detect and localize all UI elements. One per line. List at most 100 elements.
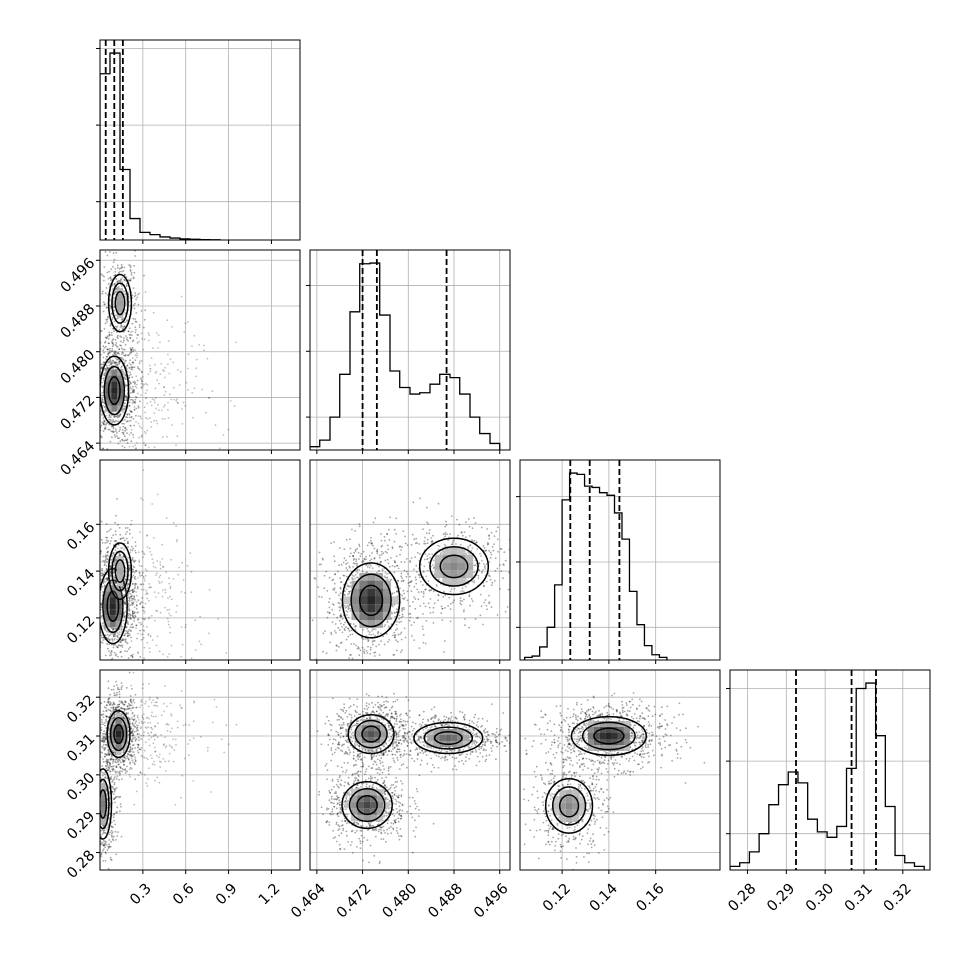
- scatter-point: [391, 612, 393, 615]
- scatter-point: [88, 603, 90, 605]
- scatter-point: [92, 651, 94, 653]
- scatter-point: [490, 531, 493, 534]
- scatter-point: [377, 631, 380, 633]
- scatter-point: [91, 633, 93, 635]
- scatter-point: [121, 266, 123, 269]
- scatter-point: [314, 578, 317, 580]
- scatter-point: [333, 582, 336, 585]
- scatter-point: [139, 360, 141, 363]
- scatter-point: [124, 602, 126, 605]
- scatter-point: [126, 582, 129, 585]
- axes-frame: [99, 459, 301, 661]
- scatter-point: [97, 568, 99, 570]
- scatter-point: [112, 426, 115, 428]
- scatter-point: [156, 560, 159, 562]
- scatter-point: [109, 528, 112, 531]
- scatter-point: [387, 641, 389, 643]
- scatter-point: [114, 361, 117, 364]
- scatter-point: [98, 383, 100, 385]
- scatter-point: [371, 542, 373, 545]
- scatter-point: [115, 691, 118, 694]
- scatter-point: [144, 432, 147, 435]
- scatter-point: [113, 420, 115, 423]
- scatter-point: [106, 348, 109, 351]
- scatter-point: [443, 543, 446, 546]
- scatter-point: [129, 334, 132, 336]
- scatter-point: [132, 276, 135, 279]
- scatter-point: [123, 615, 126, 617]
- scatter-point: [184, 592, 186, 594]
- panel-3-0: [96, 669, 301, 874]
- scatter-point: [118, 631, 121, 634]
- density-cell: [111, 369, 118, 376]
- scatter-point: [484, 566, 486, 569]
- scatter-point: [111, 657, 114, 660]
- scatter-point: [450, 588, 453, 591]
- scatter-point: [101, 366, 104, 369]
- scatter-point: [441, 607, 444, 610]
- scatter-point: [104, 426, 107, 428]
- scatter-point: [129, 617, 131, 620]
- scatter-point: [345, 649, 347, 651]
- scatter-point: [136, 354, 139, 357]
- scatter-point: [444, 535, 446, 538]
- scatter-point: [150, 357, 153, 359]
- scatter-point: [125, 630, 128, 633]
- scatter-point: [114, 351, 117, 354]
- scatter-point: [109, 565, 112, 567]
- scatter-point: [134, 549, 137, 552]
- scatter-point: [375, 645, 378, 648]
- scatter-point: [141, 434, 143, 437]
- scatter-point: [157, 347, 159, 349]
- scatter-point: [419, 497, 421, 500]
- scatter-point: [333, 630, 336, 632]
- scatter-point: [433, 602, 436, 605]
- scatter-point: [104, 559, 107, 562]
- scatter-point: [110, 362, 113, 365]
- scatter-point: [143, 629, 145, 632]
- scatter-point: [129, 351, 132, 354]
- scatter-point: [362, 638, 365, 641]
- scatter-point: [100, 572, 102, 575]
- scatter-point: [124, 292, 127, 295]
- scatter-point: [97, 655, 99, 657]
- scatter-point: [117, 543, 120, 546]
- scatter-point: [485, 580, 488, 583]
- scatter-point: [116, 693, 118, 696]
- scatter-point: [133, 590, 136, 593]
- scatter-point: [124, 394, 127, 397]
- scatter-point: [391, 565, 394, 567]
- scatter-point: [444, 607, 446, 609]
- scatter-point: [179, 370, 182, 373]
- scatter-point: [123, 376, 126, 379]
- scatter-point: [88, 386, 90, 388]
- scatter-point: [102, 430, 105, 432]
- scatter-point: [104, 303, 106, 305]
- scatter-point: [88, 417, 90, 419]
- scatter-point: [118, 328, 121, 331]
- scatter-point: [138, 326, 141, 328]
- density-cell: [105, 381, 112, 388]
- scatter-point: [175, 540, 178, 543]
- scatter-point: [362, 628, 364, 631]
- scatter-point: [104, 336, 107, 339]
- scatter-point: [459, 543, 462, 546]
- scatter-point: [338, 564, 340, 567]
- scatter-point: [362, 561, 365, 563]
- scatter-point: [123, 348, 126, 351]
- scatter-point: [119, 413, 121, 416]
- density-cell: [117, 580, 123, 587]
- scatter-point: [187, 389, 189, 391]
- scatter-point: [133, 406, 136, 408]
- scatter-point: [133, 349, 136, 352]
- scatter-point: [140, 310, 143, 312]
- scatter-point: [164, 418, 166, 420]
- scatter-point: [106, 642, 109, 645]
- scatter-point: [402, 579, 404, 582]
- scatter-point: [408, 619, 411, 622]
- scatter-point: [122, 341, 125, 344]
- scatter-point: [350, 653, 352, 656]
- scatter-point: [109, 575, 112, 578]
- scatter-point: [354, 530, 356, 532]
- scatter-point: [100, 615, 103, 618]
